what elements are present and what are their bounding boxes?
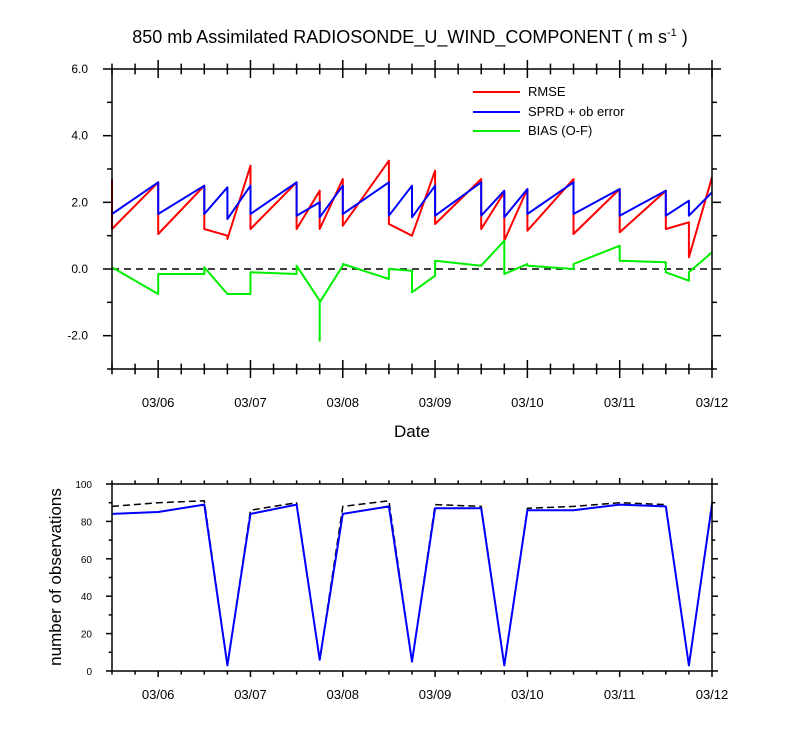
top-x-tick-label: 03/10 xyxy=(511,395,544,410)
chart-title: 850 mb Assimilated RADIOSONDE_U_WIND_COM… xyxy=(132,27,688,48)
bottom-x-tick-label: 03/12 xyxy=(696,687,729,702)
top-x-tick-label: 03/08 xyxy=(326,395,359,410)
top-series-line-bias-o-f xyxy=(111,239,713,342)
bottom-y-tick-label: 100 xyxy=(75,480,92,491)
x-axis-label: Date xyxy=(394,422,430,441)
top-y-tick-label: 0.0 xyxy=(71,262,88,276)
bottom-y-tick-label: 80 xyxy=(81,517,93,528)
legend-label-rmse: RMSE xyxy=(528,84,566,99)
bottom-y-tick-label: 60 xyxy=(81,555,93,566)
bottom-x-tick-label: 03/06 xyxy=(142,687,175,702)
top-panel: 03/06 03/07 03/08 03/09 03/10 03/11 03/12 -2.0 0… xyxy=(67,60,728,441)
bottom-x-tick-label: 03/07 xyxy=(234,687,267,702)
top-y-tick-label: 6.0 xyxy=(71,62,88,76)
top-x-tick-label: 03/06 xyxy=(142,395,175,410)
bottom-panel: 03/06 03/07 03/08 03/09 03/10 03/11 03/12 0 20 40… xyxy=(46,478,728,702)
top-panel-marks xyxy=(111,159,713,342)
top-y-tick-label: 2.0 xyxy=(71,195,88,209)
bottom-series-line-assimilated-observations xyxy=(111,503,713,667)
legend: RMSE SPRD + ob error BIAS (O-F) xyxy=(473,84,625,138)
top-x-tick-label: 03/12 xyxy=(696,395,729,410)
bottom-panel-marks xyxy=(111,500,713,667)
top-x-tick-label: 03/07 xyxy=(234,395,267,410)
top-panel-axes: 03/06 03/07 03/08 03/09 03/10 03/11 03/12 -2.0 0… xyxy=(67,60,728,410)
title-suffix: ) xyxy=(677,27,688,47)
legend-label-sprd: SPRD + ob error xyxy=(528,104,625,119)
top-x-tick-label: 03/11 xyxy=(604,395,636,410)
bottom-y-tick-label: 20 xyxy=(81,630,93,641)
top-series-line-sprd-ob-error xyxy=(111,181,713,220)
y-axis-label-observations: number of observations xyxy=(46,488,65,666)
bottom-x-tick-label: 03/11 xyxy=(604,687,636,702)
bottom-plot-frame xyxy=(111,483,713,672)
bottom-series-line-total-observations xyxy=(111,500,713,667)
top-y-tick-label: -2.0 xyxy=(67,329,88,343)
bottom-x-tick-label: 03/08 xyxy=(326,687,359,702)
title-exponent: -1 xyxy=(667,27,677,39)
bottom-y-tick-label: 0 xyxy=(86,667,92,678)
top-x-tick-label: 03/09 xyxy=(419,395,452,410)
bottom-x-tick-label: 03/09 xyxy=(419,687,452,702)
bottom-x-tick-label: 03/10 xyxy=(511,687,544,702)
bottom-panel-axes: 03/06 03/07 03/08 03/09 03/10 03/11 03/12 0 20 40… xyxy=(75,478,728,702)
legend-label-bias: BIAS (O-F) xyxy=(528,123,592,138)
top-y-tick-label: 4.0 xyxy=(71,129,88,143)
bottom-y-tick-label: 40 xyxy=(81,592,93,603)
